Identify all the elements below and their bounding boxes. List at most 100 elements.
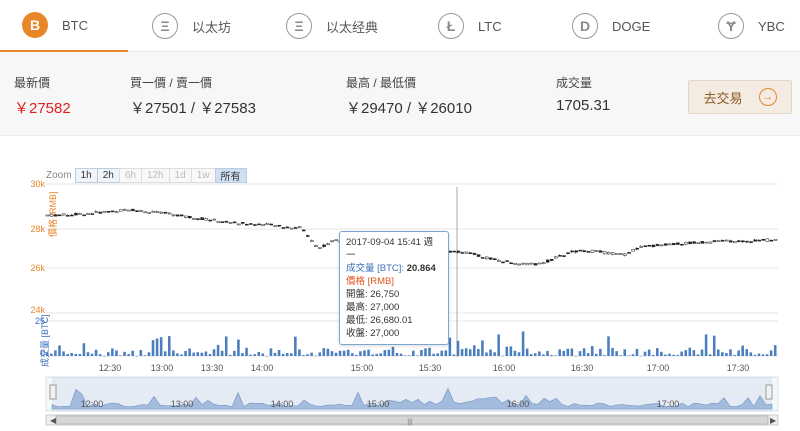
candle[interactable] — [550, 259, 554, 261]
candle[interactable] — [513, 263, 517, 265]
volume-bar[interactable] — [769, 350, 773, 356]
volume-bar[interactable] — [534, 353, 537, 356]
volume-bar[interactable] — [375, 353, 378, 356]
candle[interactable] — [257, 223, 261, 226]
volume-bar[interactable] — [656, 348, 659, 356]
candle[interactable] — [192, 218, 196, 220]
volume-bar[interactable] — [651, 354, 655, 356]
volume-bar[interactable] — [700, 349, 704, 356]
candle[interactable] — [208, 219, 212, 222]
volume-bar[interactable] — [184, 350, 187, 356]
candle[interactable] — [236, 223, 241, 226]
volume-bar[interactable] — [619, 355, 622, 356]
volume-bar[interactable] — [765, 354, 769, 356]
candle[interactable] — [489, 257, 493, 260]
candle[interactable] — [297, 226, 302, 229]
candle[interactable] — [594, 250, 599, 252]
tab-eth[interactable]: Ξ 以太坊 — [152, 0, 231, 52]
volume-bar[interactable] — [517, 352, 521, 356]
volume-bar[interactable] — [70, 353, 73, 356]
volume-bar[interactable] — [717, 349, 720, 356]
volume-bar[interactable] — [359, 351, 362, 356]
volume-bar[interactable] — [62, 351, 65, 356]
volume-bar[interactable] — [424, 348, 427, 356]
candle[interactable] — [639, 245, 644, 248]
candle[interactable] — [114, 211, 119, 213]
volume-bar[interactable] — [395, 352, 399, 356]
volume-bar[interactable] — [595, 353, 598, 356]
volume-bar[interactable] — [493, 352, 496, 356]
candle[interactable] — [537, 262, 542, 265]
volume-bar[interactable] — [326, 348, 330, 356]
scrollbar-thumb[interactable] — [55, 415, 769, 425]
volume-bar[interactable] — [265, 355, 269, 357]
candle[interactable] — [57, 214, 62, 217]
navigator-window[interactable] — [52, 377, 772, 411]
volume-bar[interactable] — [485, 352, 488, 356]
volume-bar[interactable] — [773, 345, 777, 356]
volume-bar[interactable] — [501, 355, 505, 357]
volume-bar[interactable] — [574, 355, 578, 357]
candle[interactable] — [602, 251, 607, 255]
volume-bar[interactable] — [334, 352, 338, 356]
candle[interactable] — [635, 247, 639, 250]
candle[interactable] — [667, 243, 672, 246]
volume-bar[interactable] — [452, 354, 456, 356]
zoom-2h-button[interactable]: 2h — [96, 168, 120, 183]
volume-bar[interactable] — [497, 334, 500, 356]
candle[interactable] — [334, 239, 339, 242]
volume-bar[interactable] — [94, 349, 98, 356]
volume-bar[interactable] — [188, 348, 191, 356]
volume-bar[interactable] — [180, 354, 183, 356]
volume-bar[interactable] — [135, 355, 139, 357]
candle[interactable] — [135, 210, 139, 212]
candle[interactable] — [49, 213, 54, 217]
candle[interactable] — [110, 210, 115, 213]
candle[interactable] — [147, 212, 151, 214]
volume-bar[interactable] — [639, 355, 643, 357]
candle[interactable] — [293, 227, 298, 229]
candle[interactable] — [590, 249, 595, 253]
volume-bar[interactable] — [664, 354, 667, 356]
candle[interactable] — [102, 210, 107, 213]
volume-bar[interactable] — [302, 355, 305, 356]
volume-bar[interactable] — [351, 353, 354, 356]
candle[interactable] — [647, 245, 652, 247]
volume-bar[interactable] — [212, 349, 216, 356]
volume-bar[interactable] — [220, 350, 224, 356]
candle[interactable] — [70, 214, 74, 217]
volume-bar[interactable] — [550, 355, 553, 356]
volume-bar[interactable] — [229, 354, 232, 356]
volume-bar[interactable] — [757, 353, 761, 356]
volume-bar[interactable] — [367, 349, 370, 356]
volume-bar[interactable] — [58, 345, 61, 356]
candle[interactable] — [179, 214, 184, 217]
candle[interactable] — [196, 218, 200, 220]
volume-bar[interactable] — [111, 348, 114, 356]
volume-bar[interactable] — [163, 351, 167, 356]
candle[interactable] — [672, 243, 676, 246]
volume-bar[interactable] — [725, 353, 728, 356]
volume-bar[interactable] — [464, 348, 468, 356]
scroll-left-icon[interactable]: ◀ — [50, 416, 57, 425]
navigator-left-handle[interactable] — [49, 384, 57, 400]
volume-bar[interactable] — [737, 350, 740, 356]
candle[interactable] — [696, 242, 700, 244]
candle[interactable] — [606, 252, 611, 255]
candle[interactable] — [265, 223, 269, 225]
volume-bar[interactable] — [428, 347, 431, 356]
tab-etc[interactable]: Ξ 以太经典 — [286, 0, 378, 52]
candle[interactable] — [773, 239, 778, 241]
candle[interactable] — [497, 260, 501, 262]
candle[interactable] — [216, 221, 221, 223]
volume-bar[interactable] — [627, 355, 631, 356]
volume-bar[interactable] — [269, 348, 273, 356]
volume-bar[interactable] — [582, 348, 586, 356]
candle[interactable] — [615, 253, 619, 255]
candle[interactable] — [212, 218, 217, 221]
volume-bar[interactable] — [688, 347, 692, 356]
volume-bar[interactable] — [123, 351, 126, 356]
volume-bar[interactable] — [525, 348, 529, 356]
volume-bar[interactable] — [102, 355, 106, 357]
volume-bar[interactable] — [139, 349, 143, 356]
